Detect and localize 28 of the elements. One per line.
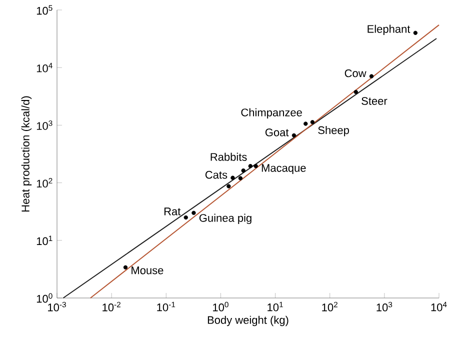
annotation: Chimpanzee — [241, 108, 302, 119]
annotation: Rat — [164, 208, 181, 216]
y-tick-label: 10$^{4}$ — [36, 62, 52, 72]
annotation: Cow — [344, 69, 366, 78]
x-tick-label: 10$^{-1}$ — [157, 302, 176, 312]
y-tick-label: 10$^{2}$ — [36, 178, 52, 188]
x-axis-title: Body weight (kg) — [208, 316, 288, 326]
annotation: Cats — [205, 170, 228, 179]
x-tick-label: 10$^{0}$ — [213, 302, 228, 312]
y-tick-label: 10$^{3}$ — [36, 120, 52, 130]
y-axis-title: Heat production (kcal/d) — [21, 96, 32, 212]
annotation: Steer — [362, 97, 388, 105]
x-tick-label: 10$^{-2}$ — [102, 302, 120, 312]
x-tick-label: 10$^{1}$ — [268, 302, 283, 312]
annotation: Elephant — [368, 24, 410, 36]
y-tick-label: 10$^{0}$ — [36, 293, 52, 303]
annotation: Macaque — [262, 164, 306, 174]
x-tick-label: 10$^{4}$ — [431, 302, 447, 312]
annotation: Goat — [265, 128, 289, 136]
y-tick-label: 10$^{1}$ — [36, 236, 52, 246]
annotation: Guinea pig — [199, 214, 252, 224]
y-tick-label: 10$^{5}$ — [36, 5, 52, 15]
annotation: Sheep — [318, 126, 349, 136]
annotation: Rabbits — [210, 152, 247, 161]
x-tick-label: 10$^{2}$ — [322, 302, 338, 312]
x-tick-label: 10$^{3}$ — [376, 302, 392, 312]
x-tick-label: 10$^{-3}$ — [48, 302, 66, 312]
annotation: Mouse — [132, 266, 164, 274]
